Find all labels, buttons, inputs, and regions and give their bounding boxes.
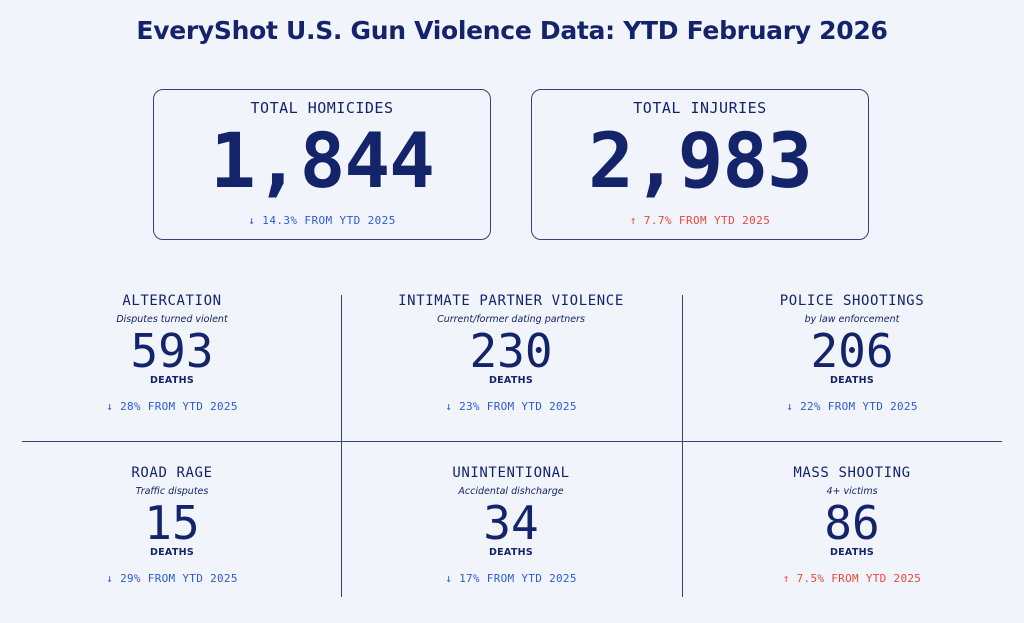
category-unit: DEATHS: [829, 375, 875, 386]
category-cell-road-rage: ROAD RAGE Traffic disputes 15 DEATHS ↓ 2…: [2, 464, 342, 586]
category-unit: DEATHS: [149, 375, 195, 386]
category-subtitle: Traffic disputes: [135, 486, 209, 497]
category-change: ↓ 17% FROM YTD 2025: [445, 572, 577, 585]
category-cell-mass-shooting: MASS SHOOTING 4+ victims 86 DEATHS ↑ 7.5…: [682, 464, 1022, 586]
category-label: INTIMATE PARTNER VIOLENCE: [398, 293, 624, 309]
category-change: ↓ 28% FROM YTD 2025: [106, 400, 238, 413]
category-value: 86: [824, 496, 880, 550]
category-label: UNINTENTIONAL: [452, 465, 570, 481]
category-value: 15: [144, 496, 200, 550]
grid-divider-horizontal: [22, 441, 1002, 442]
total-injuries-card: TOTAL INJURIES 2,983 ↑ 7.7% FROM YTD 202…: [531, 89, 869, 240]
category-change: ↓ 22% FROM YTD 2025: [786, 400, 918, 413]
category-subtitle: Disputes turned violent: [116, 314, 228, 325]
category-change: ↓ 23% FROM YTD 2025: [445, 400, 577, 413]
category-value: 230: [469, 324, 553, 378]
category-unit: DEATHS: [488, 375, 534, 386]
total-injuries-value: 2,983: [588, 116, 813, 205]
category-change: ↓ 29% FROM YTD 2025: [106, 572, 238, 585]
category-subtitle: Current/former dating partners: [437, 314, 585, 325]
total-homicides-card: TOTAL HOMICIDES 1,844 ↓ 14.3% FROM YTD 2…: [153, 89, 491, 240]
total-homicides-label: TOTAL HOMICIDES: [250, 99, 394, 117]
category-label: ALTERCATION: [122, 293, 222, 309]
category-cell-police-shootings: POLICE SHOOTINGS by law enforcement 206 …: [682, 292, 1022, 414]
category-value: 206: [810, 324, 894, 378]
category-label: ROAD RAGE: [131, 465, 213, 481]
category-value: 34: [483, 496, 539, 550]
total-injuries-label: TOTAL INJURIES: [633, 99, 767, 117]
category-cell-unintentional: UNINTENTIONAL Accidental dishcharge 34 D…: [341, 464, 681, 586]
category-cell-altercation: ALTERCATION Disputes turned violent 593 …: [2, 292, 342, 414]
category-unit: DEATHS: [488, 547, 534, 558]
total-homicides-value: 1,844: [210, 116, 435, 205]
category-subtitle: Accidental dishcharge: [458, 486, 564, 497]
category-subtitle: by law enforcement: [804, 314, 900, 325]
page-title: EveryShot U.S. Gun Violence Data: YTD Fe…: [136, 16, 888, 45]
category-label: POLICE SHOOTINGS: [779, 293, 925, 309]
total-homicides-change: ↓ 14.3% FROM YTD 2025: [248, 214, 396, 227]
category-label: MASS SHOOTING: [793, 465, 911, 481]
total-injuries-change: ↑ 7.7% FROM YTD 2025: [629, 214, 771, 227]
category-cell-intimate-partner-violence: INTIMATE PARTNER VIOLENCE Current/former…: [341, 292, 681, 414]
category-value: 593: [130, 324, 214, 378]
category-change: ↑ 7.5% FROM YTD 2025: [782, 572, 922, 585]
category-subtitle: 4+ victims: [826, 486, 878, 497]
grid-divider-vertical-left: [341, 295, 342, 597]
category-unit: DEATHS: [149, 547, 195, 558]
grid-divider-vertical-right: [682, 295, 683, 597]
category-unit: DEATHS: [829, 547, 875, 558]
